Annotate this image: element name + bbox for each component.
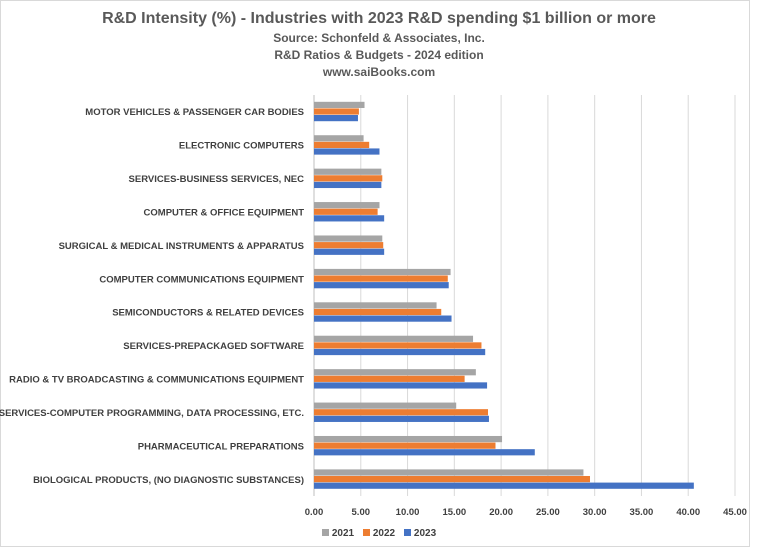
bar-2021 [314, 435, 503, 443]
bar-2023 [314, 315, 452, 322]
bar-2023 [314, 449, 535, 456]
x-tick-label: 45.00 [723, 507, 747, 518]
legend-item-2021: 2021 [321, 528, 355, 539]
bar-2023 [314, 282, 449, 289]
bar-2023 [314, 148, 380, 155]
bar-2022 [314, 308, 442, 316]
bar-2021 [314, 369, 476, 376]
bar-2022 [314, 242, 384, 249]
bar-2022 [314, 108, 359, 115]
legend-label-2022: 2022 [372, 528, 396, 539]
bar-2022 [314, 275, 448, 282]
bar-2022 [314, 409, 489, 416]
category-label: SEMICONDUCTORS & RELATED DEVICES [112, 308, 304, 319]
bar-2021 [314, 302, 437, 309]
x-tick-label: 15.00 [442, 507, 466, 518]
bar-2021 [314, 101, 365, 109]
legend-label-2021: 2021 [331, 528, 355, 539]
x-tick-label: 35.00 [630, 507, 654, 518]
bar-2023 [314, 415, 489, 422]
chart-title: R&D Intensity (%) - Industries with 2023… [102, 10, 656, 27]
bar-2022 [314, 475, 590, 483]
bar-2023 [314, 382, 488, 389]
x-tick-label: 5.00 [352, 507, 371, 518]
legend-swatch-2023 [403, 528, 411, 536]
category-label: SERVICES-COMPUTER PROGRAMMING, DATA PROC… [0, 408, 304, 419]
bar-2023 [314, 181, 382, 189]
legend-swatch-2021 [321, 528, 329, 536]
bar-2022 [314, 442, 496, 449]
category-label: PHARMACEUTICAL PREPARATIONS [138, 441, 304, 452]
x-tick-label: 40.00 [676, 507, 700, 518]
chart-legend: 2021 2022 2023 [0, 528, 758, 539]
legend-swatch-2022 [362, 528, 370, 536]
category-label: COMPUTER & OFFICE EQUIPMENT [144, 207, 305, 218]
bar-2021 [314, 402, 457, 409]
chart-subtitle-edition: R&D Ratios & Budgets - 2024 edition [274, 48, 484, 62]
bar-2023 [314, 215, 385, 222]
legend-item-2023: 2023 [403, 528, 437, 539]
category-label: MOTOR VEHICLES & PASSENGER CAR BODIES [85, 107, 304, 118]
bar-2022 [314, 141, 370, 149]
x-tick-label: 30.00 [583, 507, 607, 518]
legend-item-2022: 2022 [362, 528, 396, 539]
legend-label-2023: 2023 [413, 528, 437, 539]
bar-2022 [314, 175, 383, 182]
bar-2021 [314, 135, 364, 142]
category-label: BIOLOGICAL PRODUCTS, (NO DIAGNOSTIC SUBS… [33, 475, 304, 486]
category-label: ELECTRONIC COMPUTERS [179, 141, 304, 152]
x-tick-label: 20.00 [489, 507, 513, 518]
bar-2023 [314, 115, 358, 122]
bar-2023 [314, 248, 385, 255]
bar-2023 [314, 348, 486, 356]
chart-titles: R&D Intensity (%) - Industries with 2023… [0, 8, 758, 81]
chart-subtitle-source: Source: Schonfeld & Associates, Inc. [273, 31, 485, 45]
category-label: SERVICES-PREPACKAGED SOFTWARE [123, 341, 304, 352]
category-label: SURGICAL & MEDICAL INSTRUMENTS & APPARAT… [59, 241, 304, 252]
bar-2021 [314, 202, 380, 209]
bar-2021 [314, 469, 584, 476]
bar-2022 [314, 375, 465, 382]
category-label: SERVICES-BUSINESS SERVICES, NEC [129, 174, 305, 185]
bar-2021 [314, 335, 474, 342]
bar-2021 [314, 168, 382, 175]
category-label: RADIO & TV BROADCASTING & COMMUNICATIONS… [9, 375, 304, 386]
category-label: COMPUTER COMMUNICATIONS EQUIPMENT [99, 274, 304, 285]
x-tick-label: 25.00 [536, 507, 560, 518]
x-tick-label: 10.00 [396, 507, 420, 518]
chart-subtitle-website: www.saiBooks.com [322, 65, 436, 79]
bar-2021 [314, 235, 383, 242]
bar-2023 [314, 482, 694, 489]
bar-2022 [314, 208, 378, 215]
bar-2021 [314, 268, 451, 276]
x-tick-label: 0.00 [305, 507, 324, 518]
bar-2022 [314, 342, 482, 349]
